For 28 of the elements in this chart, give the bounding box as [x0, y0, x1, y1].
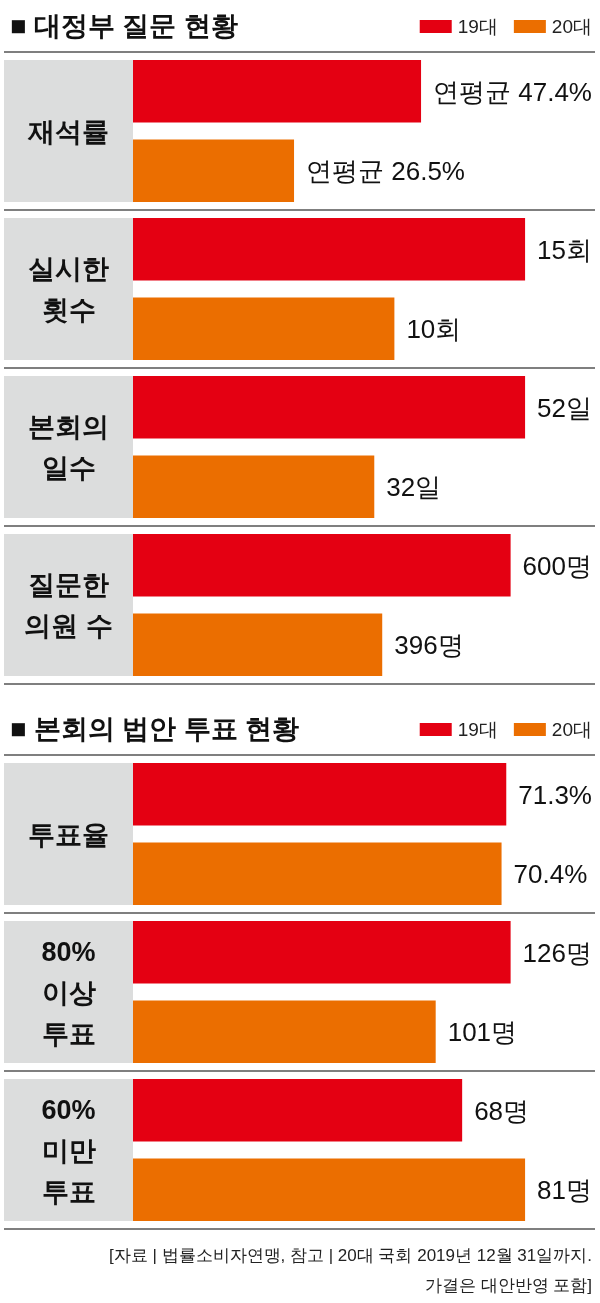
data-label: 연평균 47.4% — [433, 76, 592, 107]
y-tick-label: 재석률 — [27, 116, 109, 147]
data-label: 600명 — [522, 550, 592, 581]
legend-label: 20대 — [551, 16, 592, 37]
y-tick-label: 본회의 일수 — [28, 412, 109, 484]
chart-title: ■ 본회의 법안 투표 현황 — [10, 714, 300, 744]
legend-label: 20대 — [551, 719, 592, 740]
data-label: 15회 — [537, 234, 592, 265]
data-label: 101명 — [447, 1017, 518, 1048]
data-label: 68명 — [474, 1095, 530, 1126]
legend-label: 19대 — [457, 16, 498, 37]
data-label: 10회 — [406, 314, 462, 345]
data-label: 70.4% — [513, 859, 588, 890]
y-tick-label: 60% 미만 투표 — [41, 1094, 96, 1207]
y-tick-label: 질문한 의원 수 — [24, 570, 113, 642]
chart-title: ■ 대정부 질문 현황 — [10, 11, 238, 41]
y-tick-label: 80% 이상 투표 — [41, 936, 96, 1049]
y-tick-label: 실시한 횟수 — [28, 254, 109, 326]
data-label: 81명 — [537, 1175, 592, 1206]
data-label: 52일 — [537, 392, 592, 423]
data-label: 126명 — [522, 937, 592, 968]
data-label: 연평균 26.5% — [306, 156, 465, 187]
text: [자료 | 법률소비자연맹, 참고 | 20대 국회 2019년 12월 31일까지. 가결은 대안반영 포함] — [108, 1246, 592, 1295]
data-label: 396명 — [394, 630, 464, 661]
data-label: 71.3% — [518, 779, 592, 810]
y-tick-label: 투표율 — [28, 819, 109, 850]
legend-label: 19대 — [457, 719, 498, 740]
data-label: 32일 — [386, 472, 442, 503]
